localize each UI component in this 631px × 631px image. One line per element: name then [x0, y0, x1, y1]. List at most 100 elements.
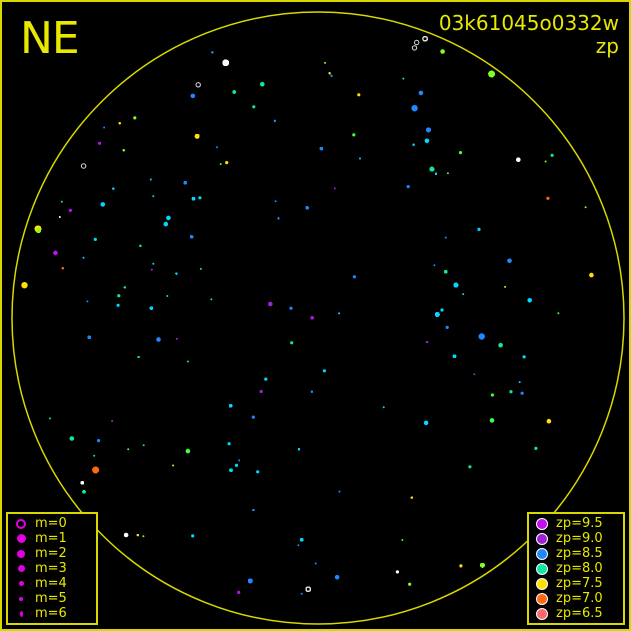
star-marker — [136, 534, 139, 537]
star-marker — [452, 354, 457, 358]
star-marker — [222, 59, 229, 66]
star-marker — [229, 404, 233, 408]
star-marker — [190, 235, 194, 239]
zp-legend-label: zp=7.5 — [556, 576, 603, 591]
star-marker — [333, 187, 336, 190]
star-marker — [435, 172, 437, 175]
star-marker — [116, 303, 120, 307]
star-marker — [216, 146, 218, 149]
zp-color-swatch-icon — [534, 576, 550, 591]
star-marker — [195, 82, 201, 88]
star-marker — [227, 442, 231, 446]
star-marker — [190, 93, 196, 99]
star-marker — [175, 272, 178, 275]
star-marker — [338, 312, 341, 315]
star-marker — [305, 206, 309, 210]
star-marker — [133, 116, 137, 120]
star-marker — [191, 197, 196, 201]
magnitude-marker-icon — [13, 591, 29, 606]
star-marker — [395, 570, 399, 574]
star-marker — [274, 200, 277, 203]
star-marker — [411, 45, 418, 51]
star-marker — [435, 312, 440, 317]
star-marker — [423, 420, 429, 426]
direction-label: NE — [20, 13, 80, 64]
star-marker — [268, 301, 273, 307]
mode-label: zp — [595, 34, 619, 58]
magnitude-legend-item: m=3 — [13, 561, 91, 576]
star-marker — [127, 448, 130, 451]
zp-color-swatch-icon — [534, 516, 550, 531]
star-marker — [458, 151, 463, 155]
star-marker — [93, 237, 97, 241]
star-marker — [248, 578, 253, 584]
star-marker — [406, 185, 410, 189]
star-marker — [300, 592, 303, 595]
star-marker — [256, 470, 260, 474]
star-marker — [273, 119, 276, 122]
star-marker — [82, 256, 85, 259]
star-marker — [123, 286, 126, 289]
star-marker — [557, 312, 560, 315]
star-marker — [338, 490, 341, 493]
star-marker — [509, 390, 513, 394]
horizon-circle — [11, 11, 625, 625]
star-marker — [408, 582, 412, 586]
star-marker — [440, 49, 445, 54]
star-marker — [459, 564, 463, 568]
star-marker — [414, 39, 420, 46]
zp-color-swatch-icon — [534, 546, 550, 561]
star-markers — [21, 36, 594, 595]
star-marker — [589, 272, 594, 278]
star-marker — [252, 105, 256, 109]
star-marker — [498, 342, 503, 348]
star-marker — [68, 208, 72, 212]
star-marker — [433, 264, 436, 267]
star-marker — [100, 202, 106, 207]
star-marker — [516, 157, 521, 162]
star-marker — [520, 391, 524, 395]
star-marker — [219, 163, 222, 166]
star-marker — [290, 341, 294, 345]
magnitude-legend-label: m=1 — [35, 531, 67, 546]
image-id: 03k61045o0332w — [438, 11, 619, 35]
star-marker — [277, 217, 280, 220]
magnitude-legend-item: m=2 — [13, 546, 91, 561]
star-marker — [156, 337, 161, 342]
star-marker — [234, 463, 239, 467]
star-marker — [225, 161, 229, 165]
star-marker — [93, 454, 96, 457]
zp-legend-item: zp=9.5 — [534, 516, 618, 531]
star-marker — [477, 227, 481, 231]
star-marker — [122, 149, 125, 152]
zp-legend-item: zp=8.0 — [534, 561, 618, 576]
star-marker — [478, 333, 485, 340]
star-marker — [118, 122, 121, 125]
star-marker — [183, 181, 187, 185]
star-marker — [507, 258, 512, 264]
star-marker — [137, 356, 140, 358]
star-marker — [61, 267, 64, 270]
zp-legend-label: zp=8.5 — [556, 546, 603, 561]
star-marker — [429, 166, 435, 172]
star-marker — [117, 294, 121, 298]
star-marker — [444, 236, 447, 239]
star-marker — [229, 468, 233, 472]
magnitude-legend-label: m=3 — [35, 561, 67, 576]
star-marker — [314, 562, 317, 565]
star-marker — [445, 325, 449, 329]
magnitude-legend-item: m=1 — [13, 531, 91, 546]
magnitude-legend-label: m=6 — [35, 606, 67, 621]
star-marker — [252, 509, 255, 511]
image-title: 03k61045o0332w zp — [439, 12, 619, 58]
star-marker — [194, 134, 200, 139]
star-marker — [237, 590, 241, 595]
star-marker — [402, 77, 405, 80]
star-marker — [488, 70, 495, 78]
star-marker — [149, 178, 152, 181]
star-marker — [49, 417, 51, 420]
star-marker — [166, 215, 171, 221]
star-marker — [305, 586, 311, 592]
star-marker — [97, 439, 101, 443]
